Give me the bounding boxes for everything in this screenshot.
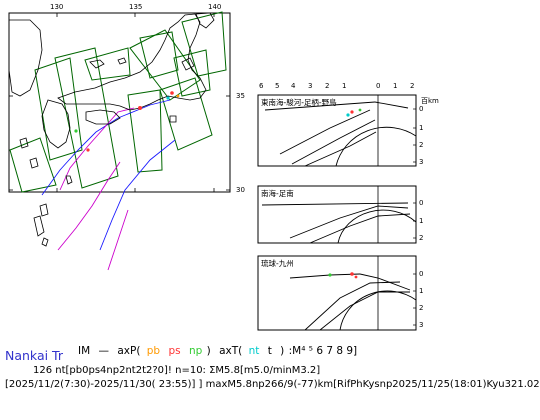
section-x-tick: 2 — [325, 82, 330, 90]
map-frame — [8, 12, 231, 193]
section-2-depth-tick: 2 — [419, 234, 424, 242]
legend-axp-open: axP( — [117, 345, 141, 357]
section-3-depth-tick: 2 — [419, 304, 424, 312]
depth-unit-label: 百km — [421, 97, 439, 105]
section-x-tick: 6 — [259, 82, 264, 90]
trench-line-magenta-south — [107, 209, 129, 271]
section-2-depth-tick: 0 — [419, 199, 424, 207]
section-x-tick: 1 — [342, 82, 347, 90]
section-x-tick: 3 — [308, 82, 313, 90]
region-title: Nankai Tr — [5, 348, 63, 363]
section-1-depth-tick: 1 — [419, 124, 424, 132]
section-x-tick: 0 — [376, 82, 381, 90]
trench-line-blue — [41, 99, 171, 196]
section-3-depth-tick: 1 — [419, 287, 424, 295]
section-x-tick: 2 — [410, 82, 415, 90]
section-3-depth-tick: 0 — [419, 270, 424, 278]
legend-pb: pb — [146, 345, 161, 357]
map-lon-tick-135: 135 — [129, 3, 143, 11]
section-panel-2 — [257, 185, 417, 244]
trench-line-blue-lower — [99, 139, 176, 251]
legend-axt-open: axT( — [219, 345, 243, 357]
epicenter-markers — [74, 91, 180, 152]
trench-line-magenta-lower — [57, 161, 121, 251]
section-x-tick: 4 — [291, 82, 296, 90]
section-1-depth-tick: 3 — [419, 158, 424, 166]
legend-dash: — — [98, 345, 110, 357]
section-1-depth-tick: 2 — [419, 141, 424, 149]
legend-ps: ps — [168, 345, 181, 357]
section-3-depth-tick: 3 — [419, 321, 424, 329]
cross-sections — [257, 94, 417, 331]
legend-axt-close: ) — [280, 345, 285, 357]
section-panel-3 — [257, 255, 417, 331]
legend-im: IM — [78, 345, 91, 357]
section-panel-1 — [257, 94, 417, 167]
section-x-ticks: 6 5 4 3 2 1 0 1 2 — [0, 82, 540, 92]
legend-nt: nt — [248, 345, 260, 357]
section-x-tick: 5 — [275, 82, 280, 90]
trench-line-magenta — [59, 107, 135, 191]
legend-axp-close: ) — [206, 345, 211, 357]
map-lon-tick-marks — [9, 13, 230, 192]
section-1-depth-tick: 0 — [419, 105, 424, 113]
epicenter-map — [8, 11, 231, 271]
mechanism-legend: IM — axP( pb ps np ) axT( nt t ) :M⁴ ⁵ 6… — [78, 345, 362, 357]
section-3-label: 琉球-九州 — [261, 259, 294, 268]
map-lon-tick-130: 130 — [50, 3, 64, 11]
coastline — [8, 12, 215, 247]
map-lat-tick-30: 30 — [236, 186, 245, 194]
source-zone-polygons — [9, 11, 227, 193]
map-lat-tick-35: 35 — [236, 92, 245, 100]
stats-line: 126 nt[pb0ps4np2nt2t2?0]! n=10: ΣM5.8[m5… — [33, 365, 321, 376]
section-1-label: 東南海-駿河-足柄-野島 — [261, 98, 337, 107]
period-line: [2025/11/2(7:30)-2025/11/30( 23:55)] ] m… — [5, 379, 540, 390]
legend-np: np — [188, 345, 203, 357]
section-2-label: 南海-足南 — [261, 189, 294, 198]
section-x-tick: 1 — [393, 82, 398, 90]
legend-mag-scale: :M⁴ ⁵ 6 7 8 9] — [288, 345, 358, 357]
map-lon-tick-140: 140 — [208, 3, 222, 11]
legend-t: t — [267, 345, 272, 357]
section-2-depth-tick: 1 — [419, 217, 424, 225]
